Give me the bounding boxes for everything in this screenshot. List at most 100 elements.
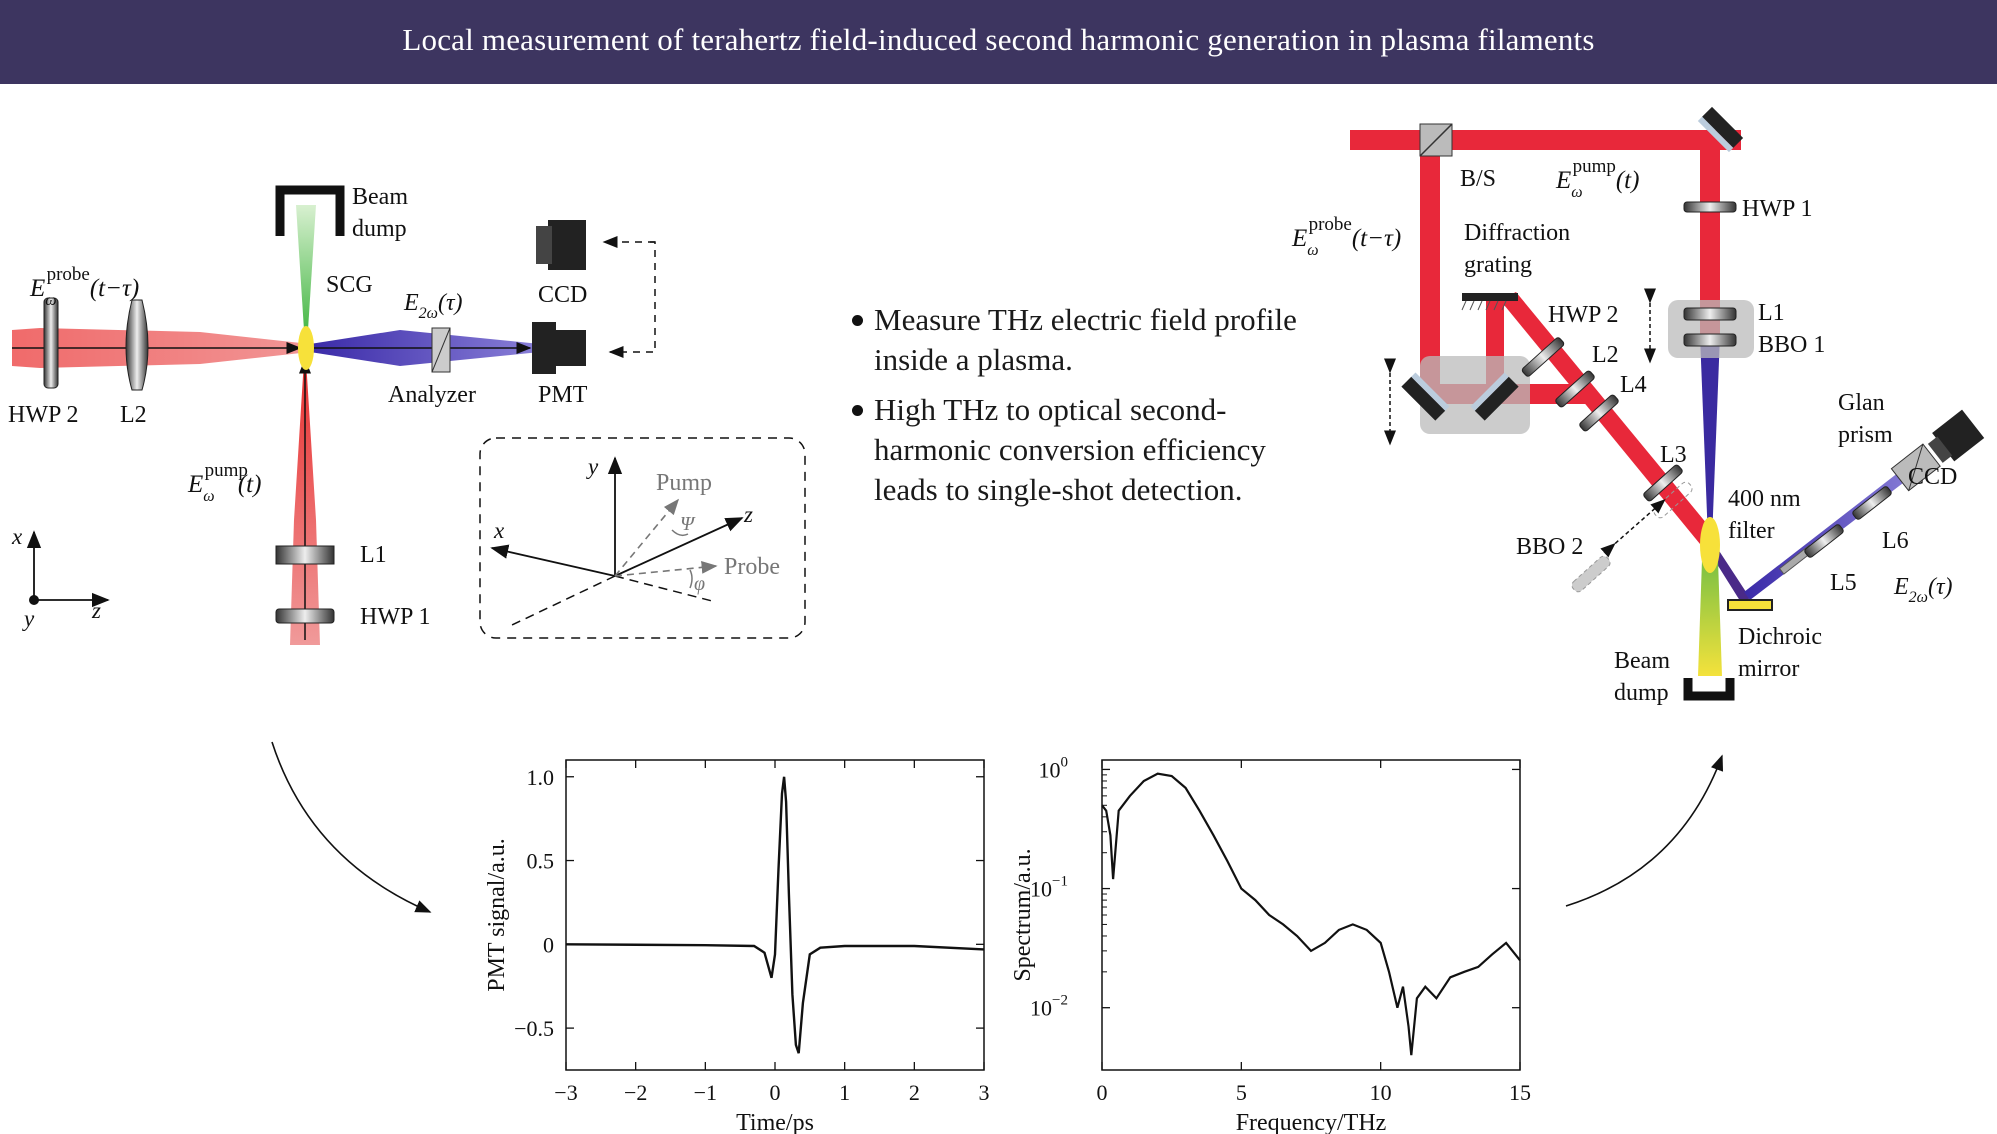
l1-left-optic bbox=[275, 545, 335, 565]
l6-optic bbox=[1852, 486, 1892, 520]
title-banner: Local measurement of terahertz field-ind… bbox=[0, 0, 1997, 84]
pmt-label: PMT bbox=[538, 382, 588, 408]
inset-phi-label: φ bbox=[694, 573, 705, 595]
spectrum-chart: 0 5 10 15 100 10−1 10−2 Frequency/THz Spectrum… bbox=[1010, 754, 1531, 1134]
ccd-pmt-dashed-link bbox=[608, 241, 656, 358]
beam-splitter bbox=[1419, 123, 1453, 157]
left-setup: x y z Beam dump SCG Eωprobe(t−τ) E2ω(τ) … bbox=[8, 184, 656, 645]
freq-chart-frame bbox=[1101, 759, 1521, 1071]
glan-prism-label-1: Glan bbox=[1838, 390, 1885, 416]
bbo1-label: BBO 1 bbox=[1758, 332, 1825, 358]
l3-ghost bbox=[1653, 481, 1693, 519]
beam-dump-right-label-2: dump bbox=[1614, 680, 1669, 706]
time-xtick-label: −2 bbox=[624, 1080, 647, 1105]
time-series-line bbox=[565, 776, 985, 1054]
right-setup: B/S Eωpump(t) HWP 1 Eωprobe(t−τ) Diffrac… bbox=[1291, 106, 1985, 706]
inset-pump-label: Pump bbox=[656, 470, 712, 496]
l4-right-optic bbox=[1579, 394, 1619, 432]
pump-field-left-label: Eωpump (t) bbox=[187, 460, 261, 505]
right-pump-arm-top bbox=[1421, 130, 1741, 150]
right-plasma-filament bbox=[1700, 517, 1720, 573]
time-chart-frame bbox=[565, 759, 985, 1071]
bbo1-optic bbox=[1683, 333, 1737, 347]
bullet-dot-icon bbox=[852, 405, 863, 416]
plasma-filament bbox=[298, 326, 314, 370]
l2-left-label: L2 bbox=[120, 402, 147, 428]
hwp1-right-label: HWP 1 bbox=[1742, 196, 1812, 222]
time-xlabel: Time/ps bbox=[736, 1110, 814, 1134]
diffraction-grating-label-2: grating bbox=[1464, 252, 1532, 278]
diffraction-grating-icon bbox=[1461, 293, 1518, 311]
ccd-left-icon bbox=[536, 220, 586, 270]
time-xtick-label: −1 bbox=[694, 1080, 717, 1105]
l4-right-label: L4 bbox=[1620, 372, 1647, 398]
time-chart-ticks: −3 −2 −1 0 1 2 3 1.0 0.5 0 −0.5 bbox=[514, 760, 990, 1105]
delay-mirror-left bbox=[1401, 372, 1450, 421]
bullet-list: Measure THz electric field profile insid… bbox=[852, 300, 1322, 520]
l2-right-label: L2 bbox=[1592, 342, 1619, 368]
time-ylabel: PMT signal/a.u. bbox=[484, 838, 510, 992]
bullet-item: Measure THz electric field profile insid… bbox=[852, 300, 1322, 380]
inset-z-label: z bbox=[743, 502, 753, 527]
pump-field-right-label: Eωpump(t) bbox=[1555, 156, 1639, 201]
mirror-top-right bbox=[1697, 106, 1744, 153]
l5-optic bbox=[1804, 524, 1844, 558]
l1-right-optic bbox=[1683, 307, 1737, 321]
inset-x-label: x bbox=[493, 518, 505, 543]
bbo2-move-arrow bbox=[1600, 499, 1666, 558]
beam-dump-left-label-1: Beam bbox=[352, 184, 408, 210]
l3-right-optic bbox=[1643, 464, 1683, 502]
time-ytick-label: 1.0 bbox=[527, 765, 555, 790]
inset-frame bbox=[479, 437, 806, 639]
hwp1-right-optic bbox=[1683, 201, 1737, 213]
dichroic-label-1: Dichroic bbox=[1738, 624, 1822, 650]
freq-ytick-label: 100 bbox=[1039, 754, 1069, 782]
beam-dump-right-label-1: Beam bbox=[1614, 648, 1670, 674]
time-xtick-label: 2 bbox=[909, 1080, 920, 1105]
analyzer-prism-line bbox=[431, 327, 451, 373]
hwp1-left-label: HWP 1 bbox=[360, 604, 430, 630]
right-pump-converging bbox=[1700, 335, 1720, 540]
time-xtick-label: 0 bbox=[770, 1080, 781, 1105]
l1-right-label: L1 bbox=[1758, 300, 1785, 326]
freq-ytick-label: 10−2 bbox=[1030, 993, 1068, 1021]
freq-xlabel: Frequency/THz bbox=[1236, 1110, 1387, 1134]
beam-dump-left bbox=[275, 185, 345, 236]
delay-mirror-right bbox=[1470, 372, 1519, 421]
freq-xtick-label: 10 bbox=[1370, 1080, 1392, 1105]
probe-field-left-label: Eωprobe(t−τ) bbox=[29, 264, 139, 309]
time-ytick-label: 0.5 bbox=[527, 849, 555, 874]
ccd-right-label: CCD bbox=[1908, 464, 1957, 490]
scg-beam bbox=[296, 205, 316, 330]
bs-label: B/S bbox=[1460, 166, 1496, 192]
bbo2-optic bbox=[1571, 555, 1611, 593]
hwp2-right-optic bbox=[1521, 337, 1565, 377]
spectrum-series-line bbox=[1101, 772, 1521, 1056]
freq-xtick-label: 5 bbox=[1236, 1080, 1247, 1105]
coordinate-axes: x y z bbox=[11, 524, 110, 631]
filter-label-2: filter bbox=[1728, 518, 1775, 544]
bullet-text: High THz to optical second-harmonic conv… bbox=[874, 392, 1266, 507]
time-xtick-label: −3 bbox=[554, 1080, 577, 1105]
filter-label-1: 400 nm bbox=[1728, 486, 1801, 512]
axis-x-label: x bbox=[11, 524, 23, 549]
freq-xtick-label: 0 bbox=[1097, 1080, 1108, 1105]
axis-z-label: z bbox=[91, 598, 101, 623]
ccd-right-icon bbox=[1927, 409, 1985, 463]
l3-right-label: L3 bbox=[1660, 442, 1687, 468]
time-ytick-label: −0.5 bbox=[514, 1016, 554, 1041]
freq-xtick-label: 15 bbox=[1509, 1080, 1531, 1105]
bullet-dot-icon bbox=[852, 315, 863, 326]
ccd-left-label: CCD bbox=[538, 282, 587, 308]
axis-y-label: y bbox=[22, 606, 35, 631]
right-dump-beam bbox=[1698, 560, 1722, 676]
scg-label: SCG bbox=[326, 272, 373, 298]
l1-left-label: L1 bbox=[360, 542, 387, 568]
inset-probe-label: Probe bbox=[724, 554, 780, 580]
beam-dump-left-label-2: dump bbox=[352, 216, 407, 242]
beam-dump-right bbox=[1683, 678, 1735, 701]
dichroic-mirror-optic bbox=[1727, 599, 1773, 611]
inset-psi-label: Ψ bbox=[680, 513, 696, 535]
time-domain-chart: −3 −2 −1 0 1 2 3 1.0 0.5 0 −0.5 Time/ps PMT signal… bbox=[484, 759, 990, 1134]
inset-y-label: y bbox=[586, 454, 599, 479]
